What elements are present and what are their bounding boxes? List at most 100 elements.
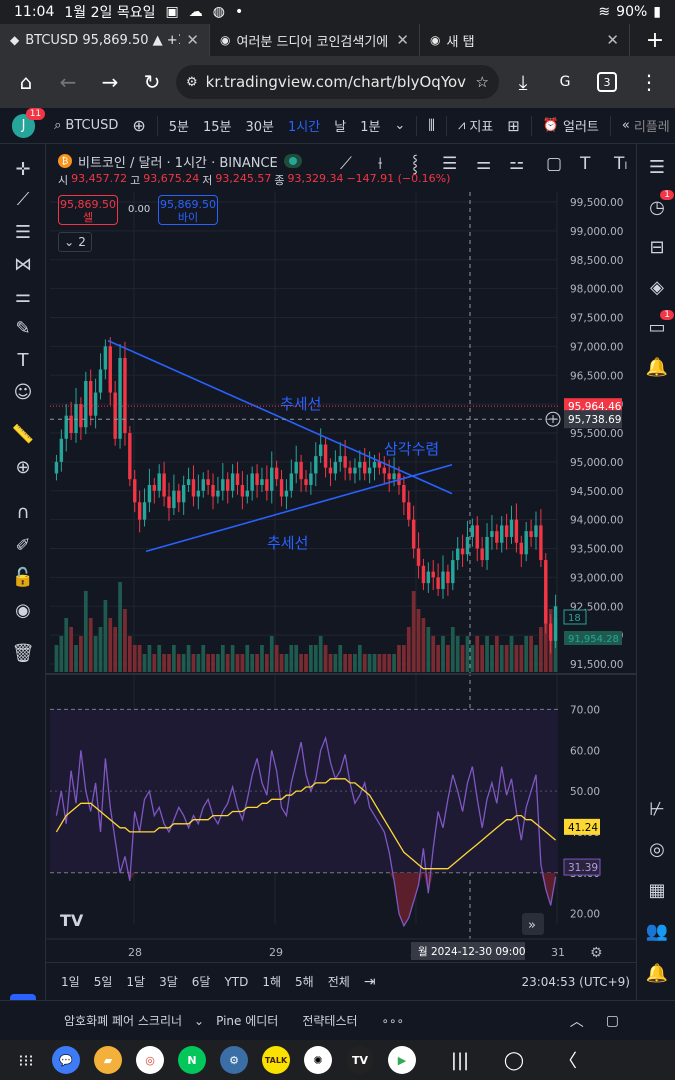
hline-tool-icon[interactable]: ⸾ [412,154,418,175]
kakaotalk-app-icon[interactable]: TALK [262,1046,290,1074]
back-icon[interactable]: ← [59,70,77,94]
symbol-search-button[interactable]: ⌕ BTCUSD [47,118,125,133]
range-3m[interactable]: 3달 [159,975,178,989]
indicator-collapse-button[interactable]: ⌄ 2 [58,232,92,252]
goto-date-icon[interactable]: ⇥ [363,973,376,990]
play-store-app-icon[interactable]: ▶ [388,1046,416,1074]
hlines-icon[interactable]: ☰ [442,154,457,174]
forecast-tool-icon[interactable]: ⚌ [14,285,32,307]
back-chevron-icon[interactable]: 〈 [559,1051,577,1072]
magnet-icon[interactable]: ∩ [16,501,30,523]
layers-icon[interactable]: ◈ [650,276,664,298]
compass-icon[interactable]: ◎ [649,838,665,860]
alert-button[interactable]: ⏰ 얼러트 [542,118,599,135]
maximize-icon[interactable]: ▢ [605,1012,619,1029]
zoom-icon[interactable]: ⊕ [15,456,31,478]
watchlist-icon[interactable]: ☰ [648,156,666,178]
url-field[interactable]: ⚙ kr.tradingview.com/chart/blyOqYov ☆ [176,65,499,99]
fib-tool-icon[interactable]: ☰ [14,221,32,243]
settings-app-icon[interactable]: ⚙ [220,1046,248,1074]
browser-tab-new[interactable]: ◉ 새 탭 ✕ [420,24,630,56]
data-window-icon[interactable]: ⊟ [649,236,665,258]
rect-tool-icon[interactable]: ▢ [546,154,562,174]
line-tool-icon[interactable]: ⟋ [340,154,352,174]
naver-app-icon[interactable]: N [178,1046,206,1074]
parallel-icon[interactable]: ⚍ [509,154,524,174]
lock-drawing-pencil-icon[interactable]: ✐ [15,534,31,556]
site-info-icon[interactable]: ⚙ [186,74,198,90]
brush-tool-icon[interactable]: ✎ [15,317,31,339]
trash-icon[interactable]: 🗑 [11,642,35,664]
chevron-up-icon[interactable]: ︿ [569,1013,584,1030]
candle-type-icon[interactable]: ⫴ [428,115,436,135]
interval-1h[interactable]: 1시간 [288,120,321,135]
new-tab-button[interactable]: + [645,27,665,53]
vertical-line-icon[interactable]: ⟊ [378,154,382,174]
text-icon[interactable]: T [579,154,591,174]
app-drawer-icon[interactable]: ⁝⁝⁝ [18,1050,34,1070]
chevron-down-icon[interactable]: ⌄ [194,1013,205,1028]
files-app-icon[interactable]: ▰ [94,1046,122,1074]
pattern-tool-icon[interactable]: ⋈ [14,253,32,275]
chatgpt-app-icon[interactable]: ✺ [304,1046,332,1074]
compare-symbol-button[interactable]: ⊕ [125,116,152,135]
alerts-clock-icon[interactable]: ◷ 1 [642,190,674,222]
sell-button[interactable]: 95,869.50 셀 [58,195,118,225]
close-icon[interactable]: ✕ [606,31,619,49]
ruler-icon[interactable]: 📏 [11,423,35,445]
bell-icon[interactable]: 🔔 [645,356,669,378]
home-icon[interactable]: ⌂ [19,70,33,94]
interval-1d[interactable]: 날 [334,120,347,135]
avatar[interactable]: J 11 [12,107,46,138]
indicators-button[interactable]: ⩘ 지표 [458,118,494,135]
trendline-tool-icon[interactable]: ⟋ [16,188,30,210]
tab-strategy-tester[interactable]: 전략테스터 [302,1014,358,1028]
lock-icon[interactable]: 🔓 [11,566,35,588]
interval-dropdown-icon[interactable]: ⌄ [394,118,406,133]
notification-bell-icon[interactable]: 🔔 [645,962,669,984]
range-1m[interactable]: 1달 [126,975,146,989]
tradingview-app-icon[interactable]: TV [346,1046,374,1074]
range-1d[interactable]: 1일 [61,975,80,989]
range-all[interactable]: 전체 [327,975,350,989]
chrome-app-icon[interactable]: ◎ [136,1046,164,1074]
close-icon[interactable]: ✕ [186,31,199,49]
messages-app-icon[interactable]: 💬 [52,1046,80,1074]
recents-icon[interactable]: ||| [450,1049,470,1071]
forward-icon[interactable]: → [101,70,119,94]
templates-icon[interactable]: ⊞ [507,116,520,135]
range-5y[interactable]: 5해 [295,975,314,989]
range-5d[interactable]: 5일 [93,975,113,989]
ideas-chart-icon[interactable]: ⊬ [649,798,665,820]
range-1y[interactable]: 1해 [262,975,282,989]
settings-gear-icon[interactable]: ⚙ [590,945,603,961]
bookmark-star-icon[interactable]: ☆ [475,73,489,91]
browser-tab-btcusd[interactable]: ◆ BTCUSD 95,869.50 ▲ +1 ✕ [0,24,210,56]
range-ytd[interactable]: YTD [224,974,249,989]
price-chart[interactable]: ⟋ ⟊ ⸾ ☰ ⚌ ⚍ ▢ T Tₗ 99,500.00 99,000.00 98,500.00 98,… [46,144,636,962]
emoji-tool-icon[interactable]: ☺ [13,381,33,403]
tab-pine-editor[interactable]: Pine 에디터 [216,1014,279,1028]
buy-button[interactable]: 95,869.50 바이 [158,195,218,225]
translate-icon[interactable]: G [559,74,571,90]
tab-switcher-button[interactable]: 3 [589,64,625,100]
interval-1m[interactable]: 1분 [360,120,381,135]
menu-icon[interactable]: ⋮ [639,70,659,94]
interval-5m[interactable]: 5분 [168,120,189,135]
tab-screener[interactable]: 암호화폐 페어 스크리너 [64,1014,183,1028]
browser-tab-search[interactable]: ◉ 여러분 드디어 코인검색기에 ✕ [210,24,420,56]
people-icon[interactable]: 👥 [645,920,669,942]
range-6m[interactable]: 6달 [191,975,211,989]
reload-icon[interactable]: ↻ [143,70,161,94]
chart-area[interactable]: ⟋ ⟊ ⸾ ☰ ⚌ ⚍ ▢ T Tₗ 99,500.00 99,000.00 98,500.00 98,… [46,144,636,962]
channel-icon[interactable]: ⚌ [476,154,491,174]
interval-15m[interactable]: 15분 [202,120,232,135]
text-tool-icon[interactable]: T [17,349,29,371]
text-box-icon[interactable]: Tₗ [613,154,627,174]
replay-button[interactable]: « 리플레 [621,118,670,135]
home-circle-icon[interactable]: ◯ [503,1049,525,1071]
close-icon[interactable]: ✕ [396,31,409,49]
chat-icon[interactable]: ▭ 1 [642,310,674,342]
chart-clock[interactable]: 23:04:53 (UTC+9) [521,974,630,989]
more-icon[interactable]: ∘∘∘ [381,1013,405,1028]
